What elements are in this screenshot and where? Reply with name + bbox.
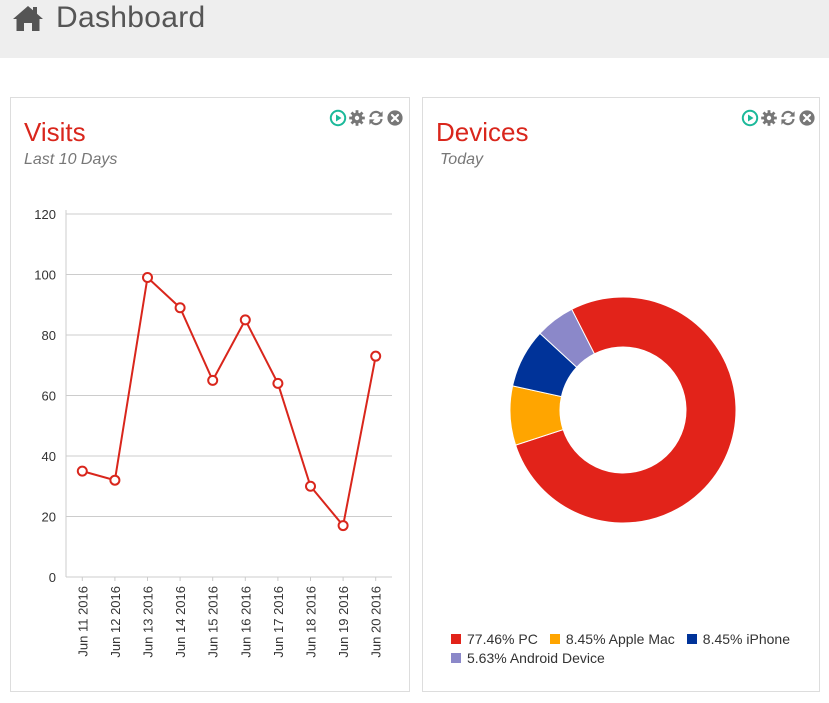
refresh-icon[interactable] bbox=[779, 109, 797, 127]
gear-icon[interactable] bbox=[760, 109, 778, 127]
legend-label: 8.45% Apple Mac bbox=[565, 631, 675, 647]
visits-title: Visits bbox=[24, 117, 86, 147]
legend-swatch bbox=[451, 634, 461, 644]
legend-swatch bbox=[686, 634, 697, 644]
y-tick-label: 0 bbox=[49, 570, 56, 585]
visits-subtitle: Last 10 Days bbox=[24, 151, 118, 168]
x-tick-label: Jun 18 2016 bbox=[304, 586, 319, 658]
x-tick-label: Jun 12 2016 bbox=[108, 586, 123, 658]
data-point[interactable] bbox=[337, 520, 349, 532]
x-tick-label: Jun 11 2016 bbox=[75, 586, 90, 657]
close-icon[interactable] bbox=[798, 109, 816, 127]
legend-label: 8.45% iPhone bbox=[702, 631, 790, 647]
legend-entry: 8.45% iPhone bbox=[686, 630, 790, 649]
y-tick-label: 60 bbox=[42, 389, 56, 404]
y-tick-label: 80 bbox=[42, 328, 56, 343]
page-header: Dashboard bbox=[0, 0, 829, 58]
play-icon[interactable] bbox=[329, 109, 347, 127]
data-point[interactable] bbox=[142, 272, 153, 284]
x-tick-label: Jun 13 2016 bbox=[141, 586, 156, 658]
devices-subtitle: Today bbox=[440, 151, 483, 168]
data-point[interactable] bbox=[174, 302, 186, 314]
visits-panel: Visits Last 10 Days 0 20 40 60 80 100 120 Jun 1… bbox=[10, 97, 410, 692]
data-point[interactable] bbox=[370, 350, 382, 362]
close-icon[interactable] bbox=[386, 109, 404, 127]
y-tick-label: 20 bbox=[42, 510, 56, 525]
pie-slice[interactable] bbox=[539, 308, 596, 368]
data-point[interactable] bbox=[239, 314, 251, 326]
legend-entry: 5.63% Android Device bbox=[451, 649, 605, 668]
data-point[interactable] bbox=[76, 465, 88, 477]
y-tick-label: 100 bbox=[34, 268, 56, 283]
data-point[interactable] bbox=[207, 374, 219, 386]
play-icon[interactable] bbox=[741, 109, 759, 127]
page-title: Dashboard bbox=[56, 1, 206, 34]
devices-toolbar bbox=[741, 109, 816, 127]
pie-slice[interactable] bbox=[514, 296, 737, 524]
devices-panel: Devices Today 77.46% PC 8.45% Apple Mac 8.… bbox=[422, 97, 820, 692]
y-tick-label: 40 bbox=[42, 449, 56, 464]
x-tick-label: Jun 19 2016 bbox=[336, 586, 351, 658]
data-point[interactable] bbox=[109, 474, 121, 486]
refresh-icon[interactable] bbox=[367, 109, 385, 127]
devices-title: Devices bbox=[436, 117, 529, 147]
devices-legend: 77.46% PC 8.45% Apple Mac 8.45% iPhone 5.63… bbox=[451, 630, 811, 668]
devices-donut-chart bbox=[509, 296, 737, 524]
legend-label: 5.63% Android Device bbox=[467, 650, 605, 666]
home-icon[interactable] bbox=[11, 4, 45, 32]
data-point[interactable] bbox=[272, 377, 284, 389]
data-point[interactable] bbox=[305, 480, 316, 492]
legend-label: 77.46% PC bbox=[467, 631, 538, 647]
x-tick-label: Jun 16 2016 bbox=[238, 586, 253, 658]
gear-icon[interactable] bbox=[348, 109, 366, 127]
legend-entry: 8.45% Apple Mac bbox=[549, 630, 675, 649]
legend-swatch bbox=[451, 653, 461, 663]
x-tick-label: Jun 20 2016 bbox=[369, 586, 384, 658]
legend-entry: 77.46% PC bbox=[451, 630, 538, 649]
visits-line-chart: 0 20 40 60 80 100 120 Jun 11 2016 Jun 12 2016 Jun… bbox=[34, 207, 392, 658]
x-tick-label: Jun 17 2016 bbox=[271, 586, 286, 658]
x-tick-label: Jun 14 2016 bbox=[173, 586, 188, 658]
x-tick-label: Jun 15 2016 bbox=[206, 586, 221, 658]
visits-toolbar bbox=[329, 109, 404, 127]
series-line bbox=[82, 275, 377, 528]
y-tick-label: 120 bbox=[34, 207, 56, 222]
legend-swatch bbox=[549, 634, 560, 644]
